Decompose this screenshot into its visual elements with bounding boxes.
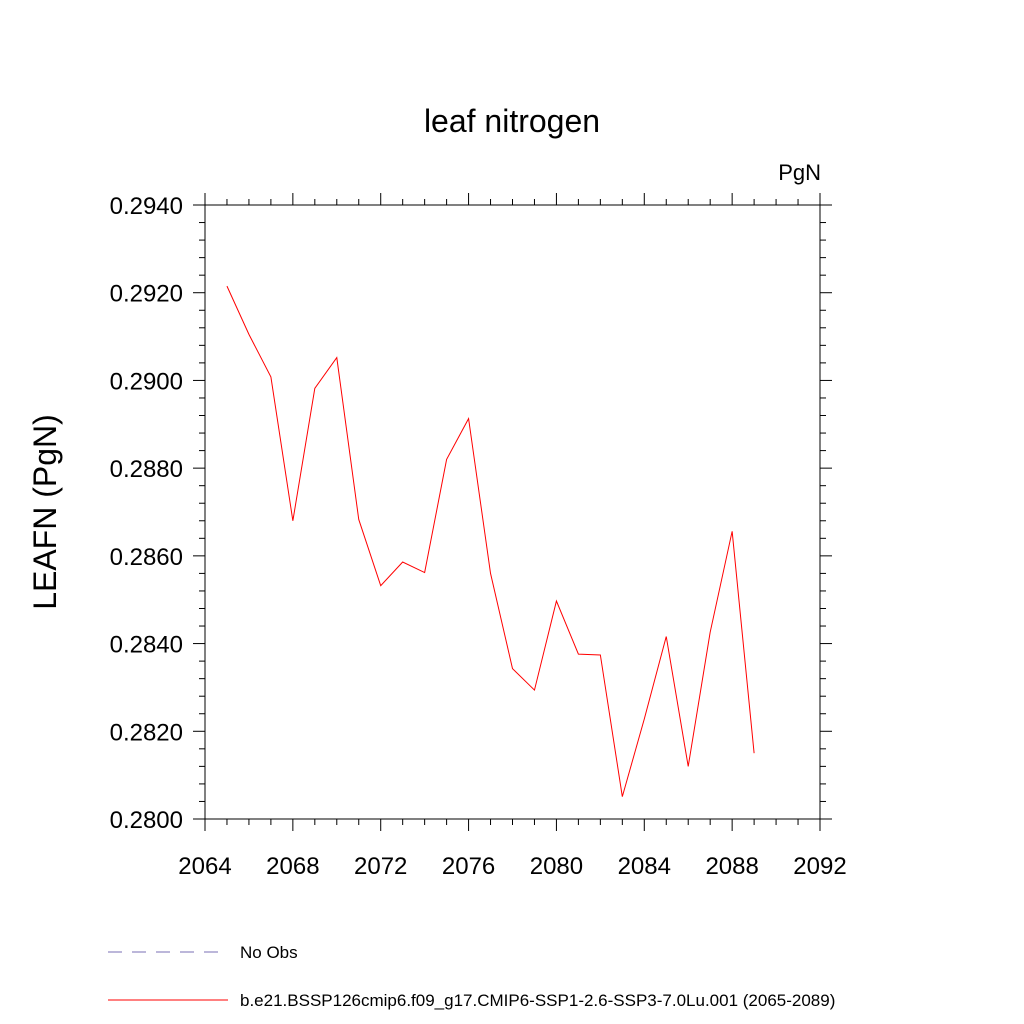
axis-tick-labels: 2064 2068 2072 2076 2080 2084 2088 2092 0.2800 0.… xyxy=(110,193,847,880)
x-tick-label: 2080 xyxy=(530,853,583,880)
y-tick-label: 0.2800 xyxy=(110,807,183,834)
series-group xyxy=(226,285,755,797)
axis-ticks xyxy=(193,193,832,831)
y-axis-label: LEAFN (PgN) xyxy=(27,414,63,610)
y-tick-label: 0.2920 xyxy=(110,281,183,308)
y-tick-label: 0.2900 xyxy=(110,368,183,395)
plot-frame xyxy=(204,204,821,820)
legend-label: b.e21.BSSP126cmip6.f09_g17.CMIP6-SSP1-2.… xyxy=(240,991,835,1010)
y-tick-label: 0.2880 xyxy=(110,456,183,483)
y-tick-label: 0.2860 xyxy=(110,544,183,571)
units-label: PgN xyxy=(778,160,821,185)
x-tick-label: 2064 xyxy=(178,853,231,880)
x-tick-label: 2088 xyxy=(705,853,758,880)
y-tick-label: 0.2820 xyxy=(110,719,183,746)
x-tick-label: 2092 xyxy=(793,853,846,880)
y-tick-label: 0.2840 xyxy=(110,632,183,659)
series-line-0 xyxy=(226,285,755,797)
chart-title: leaf nitrogen xyxy=(424,103,600,139)
legend: No Obs b.e21.BSSP126cmip6.f09_g17.CMIP6-S… xyxy=(108,943,835,1010)
x-tick-label: 2072 xyxy=(354,853,407,880)
x-tick-label: 2068 xyxy=(266,853,319,880)
y-tick-label: 0.2940 xyxy=(110,193,183,220)
legend-label: No Obs xyxy=(240,943,298,962)
x-tick-label: 2076 xyxy=(442,853,495,880)
x-tick-label: 2084 xyxy=(618,853,671,880)
